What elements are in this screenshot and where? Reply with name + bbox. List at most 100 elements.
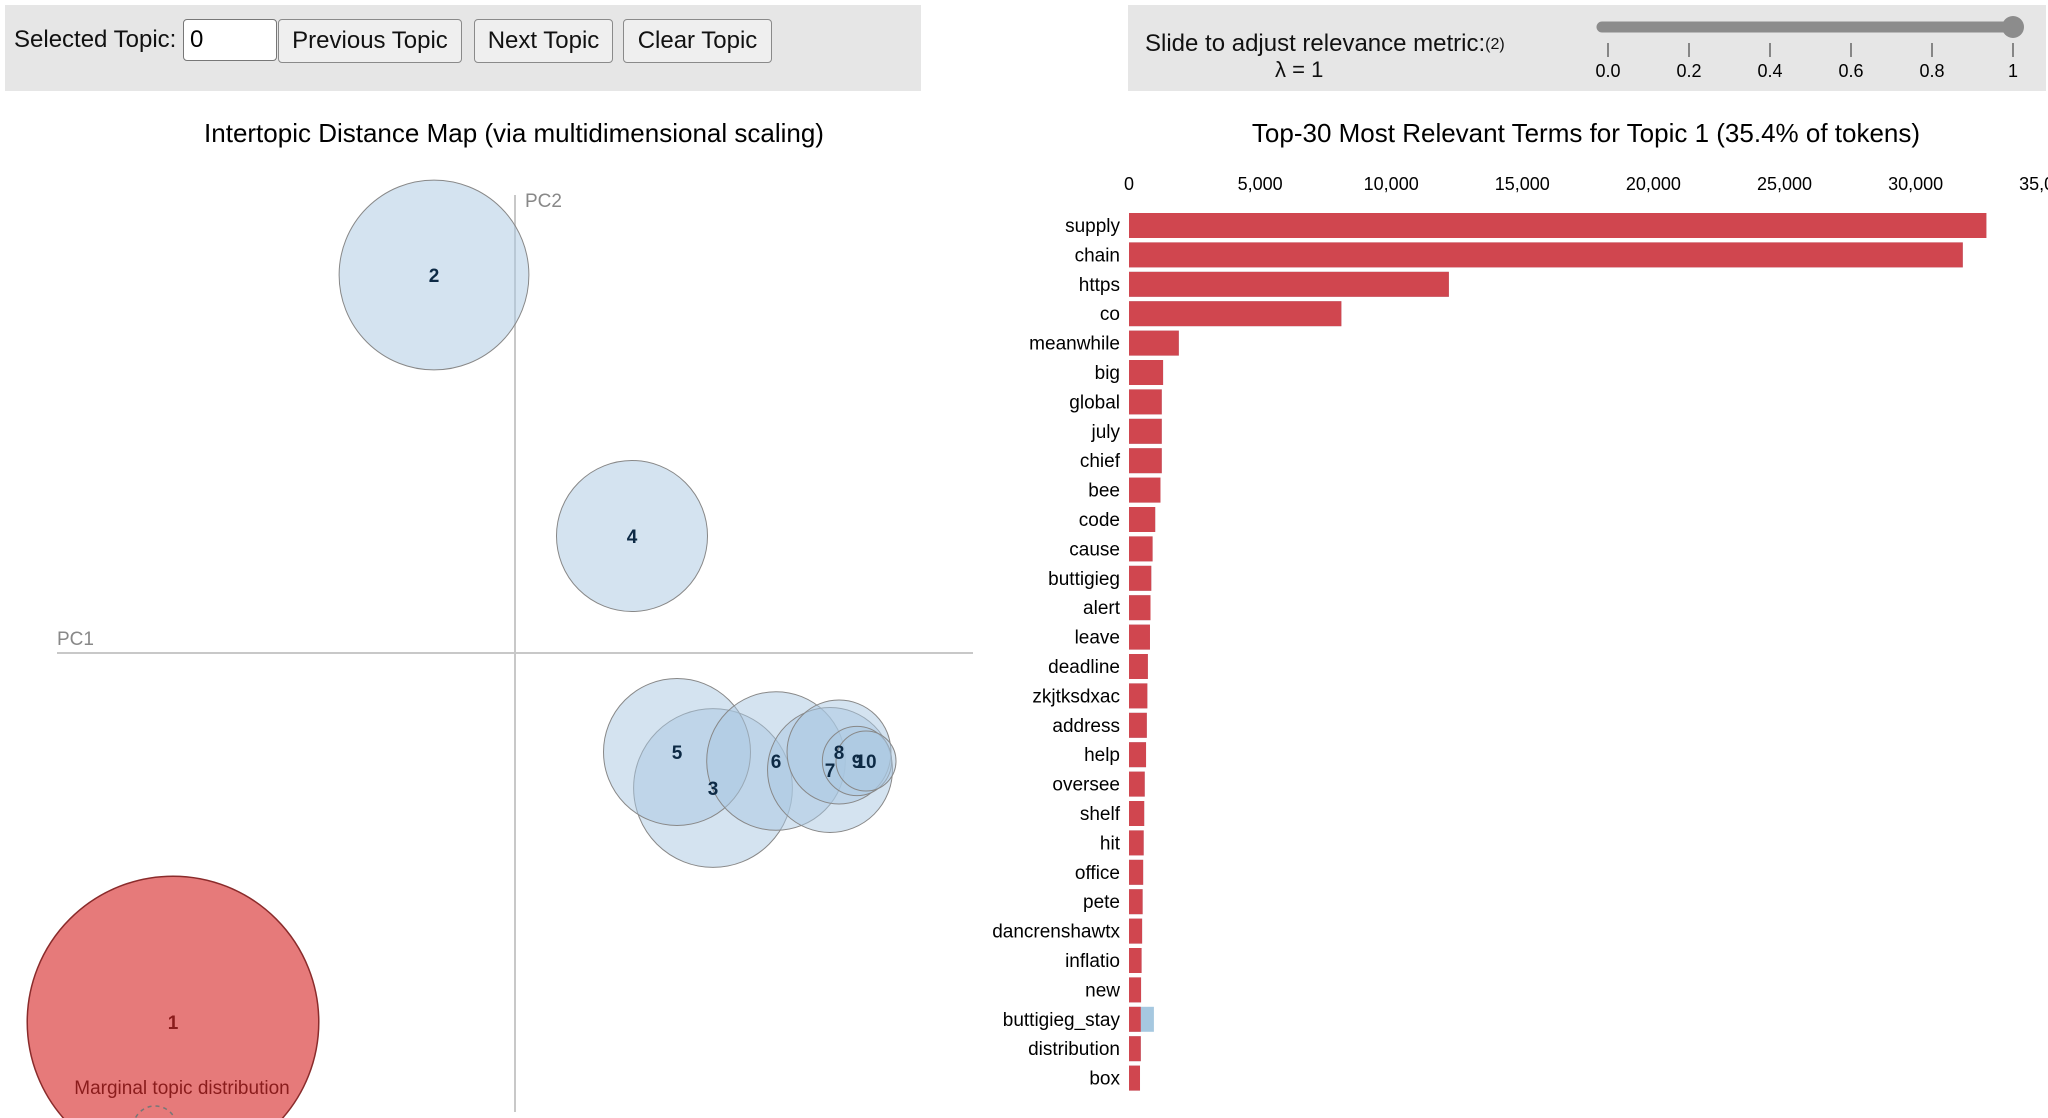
bar-topic-cause[interactable] [1129, 536, 1153, 562]
term-label-zkjtksdxac[interactable]: zkjtksdxac [1032, 686, 1120, 707]
term-label-inflatio[interactable]: inflatio [1065, 951, 1120, 972]
slider-axis: 0.0 0.2 0.4 0.6 0.8 1 [1595, 43, 2018, 81]
term-label-alert[interactable]: alert [1083, 598, 1121, 619]
term-label-pete[interactable]: pete [1083, 892, 1120, 913]
term-label-global[interactable]: global [1069, 392, 1120, 413]
x-tick-label: 20,000 [1626, 174, 1681, 194]
bar-topic-dancrenshawtx[interactable] [1129, 918, 1143, 944]
slider-tick-label: 0.6 [1838, 61, 1863, 81]
topic-label-5: 5 [672, 743, 683, 764]
term-label-help[interactable]: help [1084, 745, 1120, 766]
x-tick-label: 0 [1124, 174, 1134, 194]
bar-topic-zkjtksdxac[interactable] [1129, 683, 1148, 709]
bar-topic-inflatio[interactable] [1129, 948, 1142, 973]
bar-topic-https[interactable] [1129, 271, 1449, 297]
bar-topic-chain[interactable] [1129, 242, 1963, 268]
term-label-box[interactable]: box [1089, 1069, 1120, 1090]
bar-topic-co[interactable] [1129, 301, 1342, 327]
bar-topic-distribution[interactable] [1129, 1036, 1141, 1062]
slider-tick-label: 0.2 [1676, 61, 1701, 81]
selected-topic-input[interactable] [183, 19, 277, 61]
bar-topic-meanwhile[interactable] [1129, 330, 1179, 356]
bar-topic-office[interactable] [1129, 859, 1144, 885]
topic-label-3: 3 [708, 779, 719, 800]
topic-label-7: 7 [825, 761, 836, 782]
term-label-new[interactable]: new [1085, 980, 1120, 1001]
x-tick-label: 35,000 [2019, 174, 2048, 194]
term-label-supply[interactable]: supply [1065, 216, 1120, 237]
term-label-deadline[interactable]: deadline [1048, 657, 1120, 678]
bar-topic-big[interactable] [1129, 360, 1164, 385]
slider-tick-label: 0.0 [1595, 61, 1620, 81]
lambda-value: λ = 1 [1275, 57, 1324, 82]
term-label-chief[interactable]: chief [1080, 451, 1121, 472]
term-label-oversee[interactable]: oversee [1052, 775, 1120, 796]
topic-label-8: 8 [834, 743, 845, 764]
term-label-meanwhile[interactable]: meanwhile [1029, 334, 1120, 355]
topic-label-6: 6 [771, 752, 782, 773]
next-topic-button[interactable]: Next Topic [474, 19, 613, 63]
term-label-distribution[interactable]: distribution [1028, 1039, 1120, 1060]
bar-topic-box[interactable] [1129, 1065, 1141, 1091]
term-label-big[interactable]: big [1095, 363, 1120, 384]
topic-circles: 1 2 3 4 5 6 78 910 [26, 179, 897, 1118]
relevance-footnote[interactable]: (2) [1485, 36, 1505, 53]
bar-topic-bee[interactable] [1129, 477, 1161, 503]
bar-topic-address[interactable] [1129, 712, 1147, 738]
x-tick-label: 30,000 [1888, 174, 1943, 194]
term-label-buttigieg_stay[interactable]: buttigieg_stay [1003, 1010, 1121, 1031]
pc1-label: PC1 [57, 629, 94, 650]
topic-circle-10[interactable] [835, 730, 897, 792]
bar-topic-help[interactable] [1129, 742, 1147, 768]
slider-tick-label: 0.4 [1757, 61, 1782, 81]
chart-title: Top-30 Most Relevant Terms for Topic 1 (… [1252, 118, 1920, 148]
term-label-https[interactable]: https [1079, 275, 1120, 296]
term-label-shelf[interactable]: shelf [1080, 804, 1121, 825]
bar-topic-buttigieg[interactable] [1129, 565, 1152, 591]
term-label-chain[interactable]: chain [1075, 245, 1120, 266]
bars [1129, 213, 1987, 1091]
term-label-buttigieg[interactable]: buttigieg [1048, 569, 1120, 590]
term-labels: supply chain https co meanwhile big global july… [992, 216, 1121, 1090]
term-label-july[interactable]: july [1090, 422, 1120, 443]
term-label-cause[interactable]: cause [1069, 539, 1120, 560]
x-axis: 0 5,000 10,000 15,000 20,000 25,000 30,000 35,0… [1124, 174, 2048, 194]
bar-topic-oversee[interactable] [1129, 771, 1145, 797]
slider-tick-label: 0.8 [1919, 61, 1944, 81]
bar-topic-chief[interactable] [1129, 448, 1162, 474]
x-tick-label: 5,000 [1238, 174, 1283, 194]
previous-topic-button[interactable]: Previous Topic [278, 19, 462, 63]
term-label-dancrenshawtx[interactable]: dancrenshawtx [992, 922, 1120, 943]
bar-topic-deadline[interactable] [1129, 654, 1148, 679]
term-label-co[interactable]: co [1100, 304, 1120, 325]
topic-circle-4[interactable] [555, 459, 709, 613]
bar-topic-buttigieg_stay[interactable] [1129, 1006, 1141, 1032]
bar-topic-shelf[interactable] [1129, 801, 1145, 826]
bar-topic-leave[interactable] [1129, 624, 1150, 650]
bar-topic-july[interactable] [1129, 418, 1162, 444]
marginal-distribution-legend: Marginal topic distribution [74, 1078, 290, 1118]
term-label-code[interactable]: code [1079, 510, 1120, 531]
topic-circle-1[interactable] [26, 875, 320, 1118]
term-label-hit[interactable]: hit [1100, 833, 1121, 854]
topic-circle-2[interactable] [338, 179, 530, 371]
bar-topic-supply[interactable] [1129, 213, 1987, 238]
topic-label-10: 10 [855, 752, 876, 773]
bar-topic-hit[interactable] [1129, 830, 1144, 856]
term-label-leave[interactable]: leave [1075, 628, 1120, 649]
relevance-controls: Slide to adjust relevance metric:(2) λ =… [1128, 5, 2046, 91]
term-label-office[interactable]: office [1075, 863, 1120, 884]
topic-label-4: 4 [627, 527, 638, 548]
term-label-address[interactable]: address [1052, 716, 1120, 737]
topic-label-9: 9 [852, 752, 863, 773]
lambda-slider[interactable]: 0.0 0.2 0.4 0.6 0.8 1 [1128, 5, 2046, 91]
bar-topic-pete[interactable] [1129, 889, 1143, 915]
bar-topic-alert[interactable] [1129, 595, 1151, 621]
slider-handle[interactable] [2002, 16, 2024, 38]
intertopic-map: Intertopic Distance Map (via multidimens… [26, 118, 973, 1118]
bar-topic-new[interactable] [1129, 977, 1142, 1003]
bar-topic-code[interactable] [1129, 507, 1156, 532]
bar-topic-global[interactable] [1129, 389, 1162, 415]
term-label-bee[interactable]: bee [1088, 481, 1120, 502]
clear-topic-button[interactable]: Clear Topic [623, 19, 772, 63]
